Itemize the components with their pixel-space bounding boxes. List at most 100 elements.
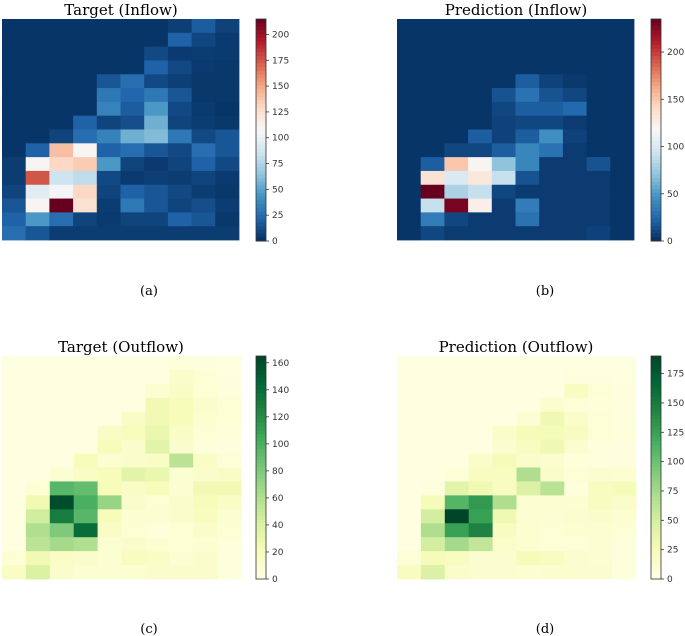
heatmap-cell — [539, 46, 564, 61]
heatmap-cell — [169, 495, 194, 510]
colorbar-segment — [256, 185, 266, 190]
heatmap-cell — [73, 184, 98, 199]
heatmap-cell — [540, 439, 565, 454]
heatmap-cell — [144, 226, 169, 241]
heatmap-cell — [586, 46, 611, 61]
colorbar-tick-label: 50 — [667, 190, 679, 200]
heatmap-cell — [612, 509, 637, 524]
heatmap-cell — [562, 129, 587, 144]
heatmap-cell — [612, 453, 637, 468]
heatmap-cell — [145, 509, 170, 524]
colorbar-segment — [651, 556, 661, 561]
colorbar-segment — [256, 130, 266, 135]
colorbar-segment — [651, 81, 661, 87]
heatmap-cell — [96, 19, 121, 34]
heatmap-cell — [564, 453, 589, 468]
heatmap-cell — [564, 495, 589, 510]
colorbar-segment — [256, 204, 266, 209]
heatmap-cell — [420, 129, 445, 144]
heatmap-cell — [586, 74, 611, 89]
heatmap-cell — [420, 551, 446, 566]
heatmap-cell — [397, 212, 422, 227]
heatmap-cell — [73, 46, 98, 61]
colorbar-tick-label: 25 — [272, 211, 283, 221]
colorbar-segment — [651, 89, 661, 94]
heatmap-cell — [169, 453, 194, 468]
heatmap-cell — [25, 523, 51, 538]
heatmap-cell — [562, 46, 587, 61]
heatmap-cell — [193, 537, 218, 552]
heatmap-cell — [145, 397, 170, 413]
heatmap-cell — [2, 425, 27, 441]
heatmap-cell — [444, 509, 470, 524]
colorbar-segment — [651, 393, 661, 398]
colorbar-segment — [256, 152, 266, 157]
heatmap-cell — [610, 101, 635, 117]
heatmap-cell — [169, 509, 194, 524]
heatmap-cell — [420, 74, 445, 89]
colorbar-segment — [651, 148, 661, 153]
heatmap-cell — [2, 369, 27, 385]
heatmap-cell — [444, 551, 470, 566]
heatmap-cell — [217, 439, 242, 454]
colorbar-segment — [256, 170, 266, 175]
heatmap-cell — [586, 19, 611, 34]
colorbar-segment — [256, 48, 266, 53]
heatmap-cell — [73, 356, 98, 371]
colorbar-segment — [256, 374, 266, 379]
heatmap-cell — [539, 129, 564, 144]
heatmap-cell — [444, 523, 470, 538]
heatmap-cell — [539, 19, 564, 34]
heatmap-cell — [49, 565, 75, 580]
colorbar-segment — [256, 385, 266, 390]
heatmap-cell — [167, 129, 192, 144]
colorbar-segment — [651, 426, 661, 431]
heatmap-cell — [468, 32, 493, 48]
heatmap-cell — [492, 467, 517, 482]
heatmap-cell — [96, 184, 121, 199]
heatmap-cell — [491, 212, 516, 227]
heatmap-cell — [397, 551, 422, 566]
heatmap-cell — [120, 19, 145, 34]
heatmap-cell — [2, 226, 27, 241]
colorbar-segment — [256, 74, 266, 79]
heatmap-cell — [562, 115, 587, 130]
heatmap-grid — [397, 19, 635, 241]
heatmap-cell — [491, 129, 516, 144]
colorbar-tick-label: 60 — [272, 494, 284, 504]
colorbar-segment — [651, 523, 661, 528]
heatmap-cell — [539, 60, 564, 75]
panel-prediction-outflow: Prediction (Outflow) 0 25 50 75 100 125 150 175… — [397, 338, 684, 636]
heatmap-cell — [97, 425, 122, 441]
colorbar-segment — [256, 396, 266, 402]
heatmap-cell — [144, 198, 169, 213]
heatmap-cell — [144, 19, 169, 34]
heatmap-cell — [444, 170, 469, 186]
heatmap-cell — [97, 565, 122, 580]
colorbar-segment — [651, 422, 661, 428]
heatmap-cell — [491, 88, 516, 103]
heatmap-cell — [145, 495, 170, 510]
heatmap-cell — [420, 411, 446, 427]
heatmap-cell — [468, 60, 493, 75]
heatmap-cell — [217, 523, 242, 538]
heatmap-cell — [73, 369, 98, 385]
colorbar-segment — [256, 486, 266, 491]
heatmap-cell — [120, 74, 145, 89]
heatmap-cell — [169, 537, 194, 552]
heatmap-cell — [2, 74, 27, 89]
heatmap-cell — [515, 198, 540, 213]
colorbar-segment — [651, 378, 661, 383]
colorbar-segment — [651, 93, 661, 98]
colorbar-segment — [256, 96, 266, 101]
heatmap-cell — [468, 74, 493, 89]
heatmap-cell — [588, 383, 613, 399]
heatmap-cell — [2, 551, 27, 566]
colorbar: 0 50 100 150 200 — [650, 18, 684, 247]
heatmap-cell — [468, 495, 493, 510]
heatmap-cell — [96, 212, 121, 227]
heatmap-cell — [516, 537, 541, 552]
panel-title: Target (Outflow) — [58, 338, 184, 356]
heatmap-cell — [217, 356, 242, 371]
heatmap-cell — [120, 157, 145, 172]
